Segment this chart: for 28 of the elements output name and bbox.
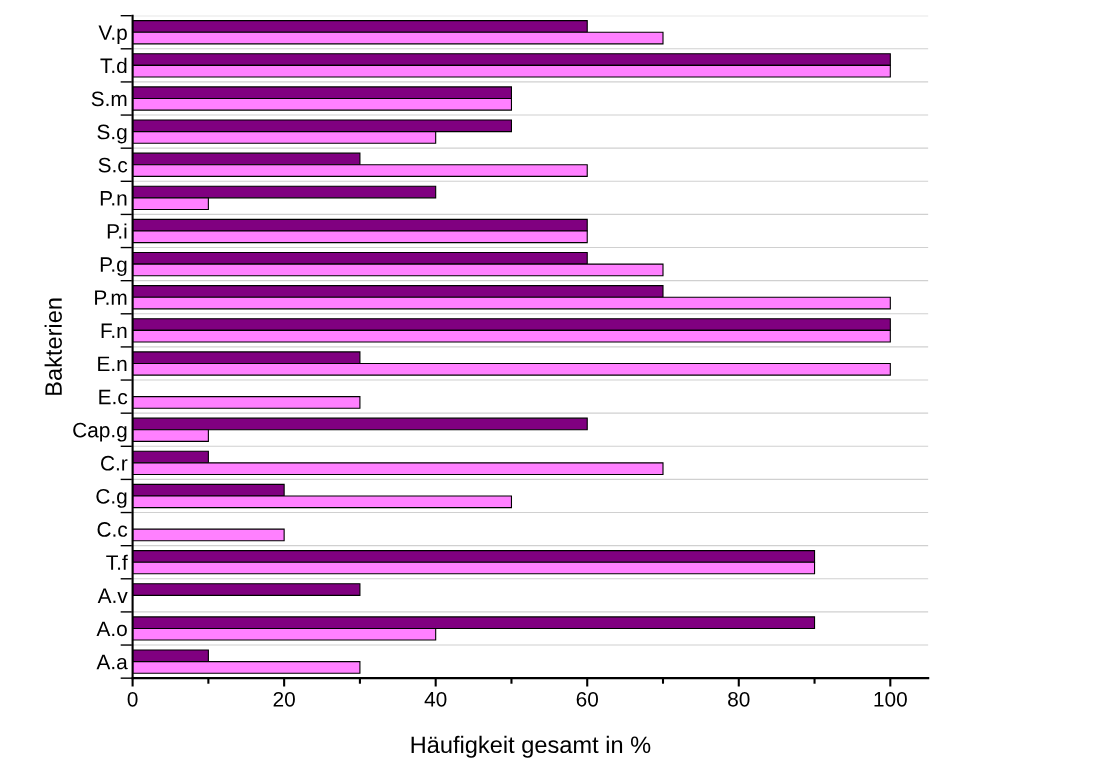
y-tick-label: S.g [97,124,127,144]
y-tick-label: C.g [96,488,127,508]
y-axis-title: Bakterien [44,298,62,395]
y-tick-label: V.p [98,25,127,45]
y-tick-label: A.a [96,654,128,670]
y-tick-label: F.n [101,323,127,338]
y-tick-label: C.c [97,522,128,537]
x-tick-label: 60 [576,691,598,707]
y-tick-label: A.o [96,621,127,637]
y-tick-label: P.n [100,191,127,206]
y-tick-label: P.m [95,290,127,305]
x-tick-label: 100 [874,691,907,707]
y-tick-label: P.g [100,257,127,276]
x-axis-title: Häufigkeit gesamt in % [411,735,651,758]
y-tick-label: T.d [100,57,127,74]
x-tick-label: 80 [728,691,750,707]
y-tick-label: E.n [98,356,127,372]
y-tick-label: S.c [98,157,128,173]
x-tick-label: 40 [424,691,447,707]
y-tick-label: A.v [97,588,128,603]
x-tick-label: 20 [273,691,295,707]
y-tick-label: Cap.g [73,422,127,442]
y-tick-label: C.r [101,455,128,471]
x-tick-label: 0 [127,691,138,707]
y-tick-label: E.c [99,389,128,405]
y-tick-label: S.m [91,91,127,107]
y-tick-label: T.f [106,554,128,570]
y-tick-label: P.i [107,223,127,239]
